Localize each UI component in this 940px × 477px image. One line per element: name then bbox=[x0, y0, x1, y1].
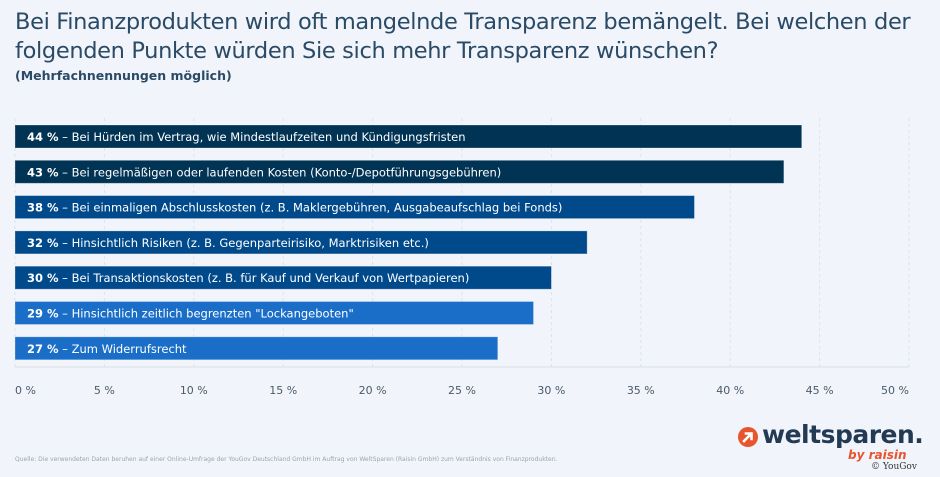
bar-category-label: – Hinsichtlich Risiken (z. B. Gegenparte… bbox=[59, 236, 429, 250]
weltsparen-logo[interactable]: weltsparen. by raisin bbox=[738, 420, 928, 474]
x-tick-label: 15 % bbox=[269, 384, 297, 397]
bar-value-label: 38 % bbox=[27, 201, 59, 215]
x-tick-label: 50 % bbox=[881, 384, 909, 397]
x-tick-labels: 0 % 5 % 10 % 15 % 20 % 25 % 30 % 35 % 40 % 45 % 50… bbox=[15, 384, 909, 397]
bar[interactable] bbox=[14, 230, 588, 255]
bar[interactable] bbox=[14, 336, 499, 361]
x-tick-label: 35 % bbox=[627, 384, 655, 397]
copyright: © YouGov bbox=[871, 462, 917, 472]
x-tick-label: 10 % bbox=[180, 384, 208, 397]
bar-value-label: 30 % bbox=[27, 271, 59, 285]
x-tick-label: 0 % bbox=[15, 384, 36, 397]
bar[interactable] bbox=[14, 195, 695, 220]
bar-category-label: – Bei regelmäßigen oder laufenden Kosten… bbox=[59, 165, 502, 179]
x-tick-label: 5 % bbox=[94, 384, 115, 397]
bar[interactable] bbox=[14, 159, 785, 184]
logo-by-raisin: by raisin bbox=[848, 448, 907, 462]
x-tick-label: 20 % bbox=[359, 384, 387, 397]
bar-label: 38 % – Bei einmaligen Abschlusskosten (z… bbox=[27, 201, 562, 215]
bar-category-label: – Bei Hürden im Vertrag, wie Mindestlauf… bbox=[59, 130, 466, 144]
bar-label: 27 % – Zum Widerrufsrecht bbox=[27, 342, 187, 356]
arrow-up-right-circle-icon bbox=[738, 427, 758, 447]
logo-wordmark: weltsparen. bbox=[762, 420, 924, 449]
x-tick-label: 45 % bbox=[806, 384, 834, 397]
bars: 44 % – Bei Hürden im Vertrag, wie Mindes… bbox=[14, 124, 803, 361]
source-note: Quelle: Die verwendeten Daten beruhen au… bbox=[15, 456, 558, 463]
x-tick-label: 40 % bbox=[716, 384, 744, 397]
bar-value-label: 44 % bbox=[27, 130, 59, 144]
bar-category-label: – Zum Widerrufsrecht bbox=[59, 342, 188, 356]
bar-category-label: – Bei einmaligen Abschlusskosten (z. B. … bbox=[59, 201, 563, 215]
bar-category-label: – Bei Transaktionskosten (z. B. für Kauf… bbox=[59, 271, 470, 285]
chart-title: Bei Finanzprodukten wird oft mangelnde T… bbox=[15, 9, 911, 64]
bar-label: 32 % – Hinsichtlich Risiken (z. B. Gegen… bbox=[27, 236, 429, 250]
x-tick-label: 30 % bbox=[537, 384, 565, 397]
bar[interactable] bbox=[14, 301, 534, 325]
bar-label: 29 % – Hinsichtlich zeitlich begrenzten … bbox=[27, 307, 354, 321]
bar-value-label: 29 % bbox=[27, 307, 59, 321]
bar-label: 44 % – Bei Hürden im Vertrag, wie Mindes… bbox=[27, 130, 466, 144]
chart-subtitle: (Mehrfachnennungen möglich) bbox=[15, 68, 232, 83]
bar-value-label: 43 % bbox=[27, 165, 59, 179]
bar[interactable] bbox=[14, 265, 552, 290]
bar-value-label: 27 % bbox=[27, 342, 59, 356]
bar-label: 43 % – Bei regelmäßigen oder laufenden K… bbox=[27, 165, 501, 179]
bar-label: 30 % – Bei Transaktionskosten (z. B. für… bbox=[27, 271, 469, 285]
x-tick-label: 25 % bbox=[448, 384, 476, 397]
bar-category-label: – Hinsichtlich zeitlich begrenzten "Lock… bbox=[59, 307, 354, 321]
bar[interactable] bbox=[14, 124, 803, 149]
bar-value-label: 32 % bbox=[27, 236, 59, 250]
